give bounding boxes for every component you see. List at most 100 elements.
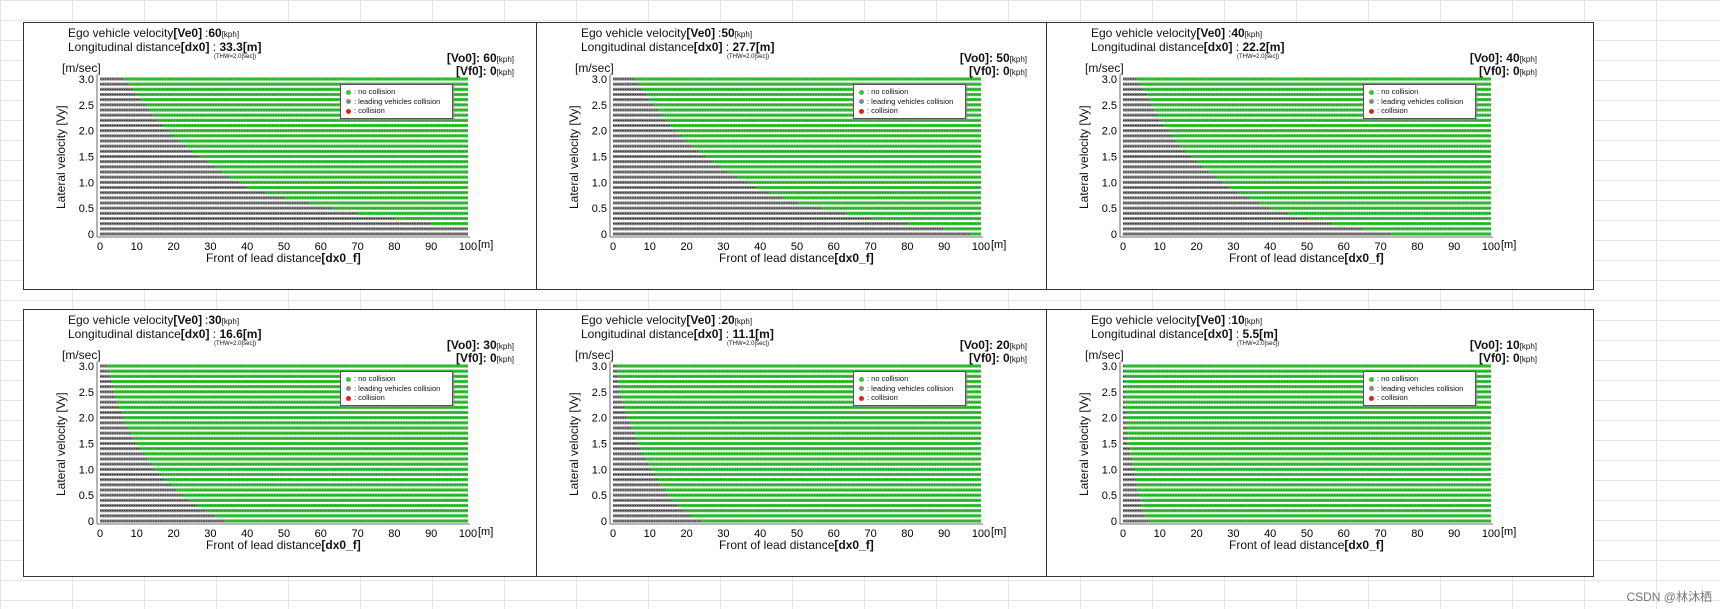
y-axis-unit: [m/sec]: [575, 348, 614, 362]
colon: :: [988, 51, 997, 65]
y-tick-label: 3.0: [1102, 361, 1117, 373]
data-row: [100, 467, 468, 471]
y-tick-label: 0.5: [1102, 203, 1117, 215]
ve0-value: 30: [208, 313, 222, 327]
no-collision-points: [629, 421, 981, 425]
data-row: [1123, 416, 1491, 420]
ego-velocity-line: Ego vehicle velocity[Ve0]: [1091, 313, 1225, 327]
data-row: [100, 129, 469, 133]
no-collision-points: [666, 118, 981, 122]
x-axis-unit: [m]: [991, 239, 1006, 251]
y-tick-label: 2.5: [1102, 100, 1117, 112]
data-row: [100, 374, 469, 378]
x-axis-unit: [m]: [478, 526, 493, 538]
kph-unit: [kph]: [1244, 30, 1263, 39]
legend-label: : collision: [354, 106, 385, 115]
data-row: [1123, 123, 1491, 128]
leading-collision-points: [1123, 410, 1126, 415]
data-row: [613, 216, 981, 221]
x-tick-label: 50: [278, 241, 290, 253]
ego-velocity-value-line: :20[kph]: [718, 313, 752, 329]
data-row: [613, 175, 981, 179]
leading-collision-points: [100, 82, 129, 86]
no-collision-points: [215, 514, 468, 518]
vf0-value: 0: [489, 64, 497, 78]
colon: :: [722, 40, 733, 54]
leading-collision-points: [100, 369, 109, 373]
no-collision-points: [1148, 98, 1491, 102]
y-tick-label: 1.5: [79, 152, 94, 164]
kph-unit: [kph]: [496, 55, 514, 64]
y-tick-label: 2.0: [1102, 126, 1117, 138]
x-axis-label: Front of lead distance[dx0_f]: [206, 251, 361, 265]
data-row: [1123, 154, 1491, 159]
data-row: [1123, 483, 1491, 487]
data-row: [1123, 426, 1491, 430]
x-tick-label: 50: [791, 241, 803, 253]
data-row: [1123, 139, 1491, 143]
leading-collision-points: [100, 139, 180, 143]
legend-label: : no collision: [867, 87, 909, 96]
x-axis-label-text: Front of lead distance: [719, 251, 835, 265]
no-collision-points: [130, 431, 468, 435]
data-row: [100, 498, 468, 502]
legend-marker-icon: [859, 89, 864, 95]
x-tick-label: 100: [972, 528, 990, 540]
no-collision-points: [265, 191, 468, 195]
y-tick-label: 2.5: [592, 100, 607, 112]
legend-label: : leading vehicles collision: [354, 383, 441, 393]
data-row: [1123, 457, 1491, 461]
leading-collision-points: [1123, 514, 1146, 518]
leading-collision-points: [613, 227, 945, 231]
no-collision-points: [649, 98, 981, 102]
long-distance-key: [dx0]: [180, 327, 210, 341]
leading-collision-points: [1123, 405, 1126, 409]
ve0-value: 60: [208, 26, 222, 40]
no-collision-points: [654, 472, 981, 477]
data-row: [100, 395, 468, 399]
leading-collision-points: [613, 395, 622, 399]
data-row: [1123, 211, 1491, 215]
x-axis-label: Front of lead distance[dx0_f]: [206, 538, 361, 552]
vo0-value: 10: [1506, 338, 1520, 352]
colon: :: [482, 351, 490, 365]
no-collision-points: [633, 431, 981, 435]
data-row: [1123, 118, 1491, 122]
leading-collision-points: [100, 462, 152, 466]
data-row: [613, 77, 981, 81]
leading-collision-points: [613, 472, 655, 477]
chart-panel: Ego vehicle velocity[Ve0]:50[kph] Longitu…: [536, 22, 1084, 290]
y-tick-label: 1.5: [1102, 152, 1117, 164]
long-distance-key: [dx0]: [1203, 327, 1233, 341]
data-row: [613, 478, 981, 482]
data-row: [1123, 165, 1491, 169]
x-tick-label: 50: [791, 528, 803, 540]
x-tick-label: 20: [1190, 241, 1202, 253]
legend-marker-icon: [346, 99, 351, 105]
no-collision-points: [728, 170, 981, 174]
legend-entry: : leading vehicles collision: [859, 97, 960, 107]
data-row: [100, 154, 469, 159]
data-row: [1123, 206, 1491, 210]
data-row: [1123, 462, 1491, 466]
legend: : no collision: leading vehicles collisi…: [340, 371, 453, 406]
x-tick-label: 20: [680, 241, 692, 253]
x-tick-label: 10: [644, 241, 656, 253]
x-tick-label: 0: [1120, 241, 1126, 253]
dx0-value: 5.5: [1242, 327, 1260, 341]
vf0-line: [Vf0]: 0[kph]: [456, 64, 514, 80]
x-tick-label: 60: [828, 241, 840, 253]
leading-collision-points: [1123, 426, 1127, 430]
y-tick-label: 1.0: [79, 464, 94, 476]
data-row: [1123, 196, 1491, 200]
longitudinal-distance-line: Longitudinal distance[dx0] : 16.6[m]: [68, 327, 261, 341]
legend-label: : collision: [1377, 106, 1408, 115]
x-tick-label: 90: [425, 241, 437, 253]
vo0-key: [Vo0]: [959, 51, 989, 65]
data-row: [1123, 421, 1491, 425]
x-tick-label: 90: [1448, 241, 1460, 253]
data-row: [100, 488, 468, 492]
longitudinal-distance-line: Longitudinal distance[dx0] : 5.5[m]: [1091, 327, 1278, 341]
data-row: [1123, 160, 1491, 164]
x-tick-label: 40: [754, 528, 766, 540]
